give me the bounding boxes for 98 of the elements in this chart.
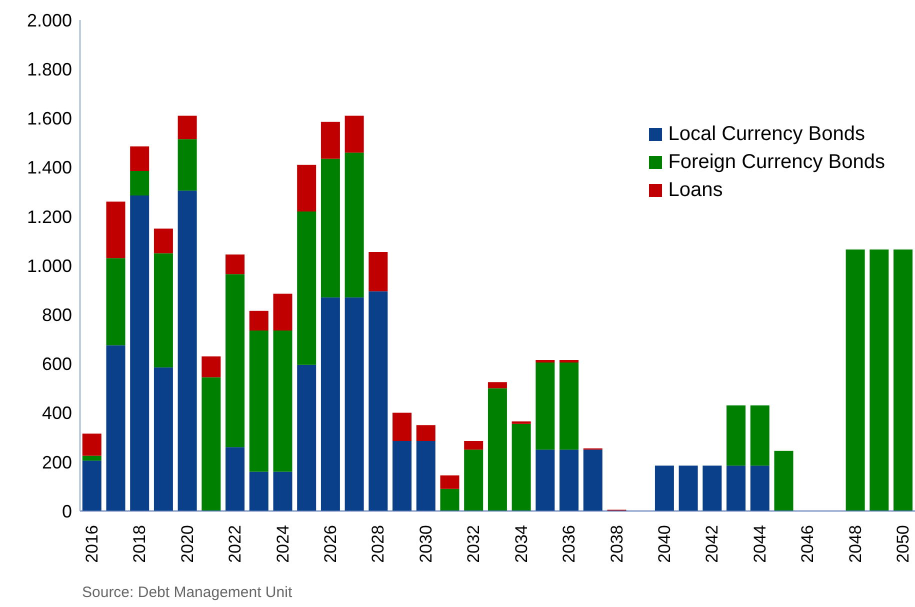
- x-tick-label: 2020: [178, 525, 197, 563]
- x-tick-label: 2018: [130, 525, 150, 563]
- x-tick-label: 2032: [464, 525, 484, 563]
- bar: [82, 434, 102, 456]
- bar: [273, 330, 292, 472]
- bar: [297, 164, 316, 212]
- bar: [440, 488, 460, 511]
- bar: [846, 250, 865, 511]
- bar: [560, 362, 579, 450]
- bar: [320, 122, 340, 159]
- x-tick-label: 2040: [655, 525, 674, 563]
- x-tick-label: 2022: [226, 525, 245, 563]
- bar: [654, 466, 674, 511]
- bar: [344, 152, 364, 298]
- bar: [583, 450, 602, 511]
- bar: [202, 356, 221, 378]
- x-tick-label: 2044: [750, 525, 770, 563]
- x-tick-label: 2042: [702, 525, 722, 563]
- bar: [154, 367, 173, 511]
- x-tick-label: 2024: [273, 525, 292, 563]
- legend-label: Loans: [668, 178, 723, 203]
- bar: [536, 362, 555, 450]
- bar: [273, 472, 292, 511]
- bar: [416, 441, 436, 511]
- y-tick-label: 1.600: [26, 108, 72, 129]
- y-tick-label: 1.000: [26, 256, 72, 276]
- bar: [226, 447, 245, 511]
- bar: [512, 424, 531, 511]
- bar: [512, 421, 531, 424]
- bar: [249, 472, 268, 511]
- bar: [488, 382, 507, 388]
- bar: [344, 297, 364, 511]
- bar: [774, 450, 794, 511]
- bar: [726, 405, 746, 466]
- x-tick-label: 2046: [798, 525, 818, 563]
- bar: [488, 388, 507, 511]
- legend-label: Local Currency Bonds: [668, 122, 865, 147]
- y-tick-label: 1.200: [26, 206, 72, 227]
- y-tick-label: 200: [42, 452, 72, 472]
- bar: [226, 274, 245, 448]
- bar: [130, 170, 150, 196]
- bar: [154, 228, 173, 254]
- bar: [273, 294, 292, 331]
- bar: [560, 450, 579, 511]
- bar: [106, 345, 126, 511]
- x-tick-label: 2036: [560, 525, 579, 563]
- source-note: Source: Debt Management Unit: [82, 584, 292, 601]
- bar: [178, 116, 197, 140]
- bar: [392, 441, 412, 511]
- bar: [440, 475, 460, 489]
- bar: [870, 250, 889, 511]
- bar: [130, 146, 150, 171]
- y-tick-label: 1.800: [26, 59, 72, 80]
- y-tick-label: 800: [42, 304, 72, 325]
- x-tick-label: 2050: [894, 525, 913, 563]
- y-tick-label: 1.400: [26, 158, 72, 178]
- y-tick-label: 2.000: [26, 10, 72, 30]
- y-tick-label: 0: [62, 501, 72, 522]
- bar: [464, 441, 484, 450]
- x-tick-label: 2034: [512, 525, 531, 563]
- bar: [178, 139, 197, 191]
- bar: [226, 254, 245, 274]
- bar: [750, 405, 770, 466]
- bar: [368, 252, 388, 292]
- bar: [320, 158, 340, 298]
- bar: [297, 364, 316, 511]
- bar: [894, 250, 913, 511]
- bar: [464, 450, 484, 511]
- bar: [249, 310, 268, 331]
- y-tick-label: 600: [42, 354, 72, 374]
- bar: [726, 466, 746, 511]
- bar: [392, 412, 412, 442]
- bar: [202, 377, 221, 511]
- legend-label: Foreign Currency Bonds: [668, 150, 885, 175]
- x-tick-label: 2026: [321, 525, 340, 563]
- bar: [536, 450, 555, 511]
- x-tick-label: 2030: [416, 525, 436, 563]
- bar: [750, 466, 770, 511]
- bar: [82, 460, 102, 511]
- bar: [297, 211, 316, 365]
- bar: [249, 330, 268, 472]
- bar: [344, 116, 364, 153]
- bar: [678, 466, 698, 511]
- bar: [702, 466, 722, 511]
- bar: [320, 297, 340, 511]
- bar: [154, 253, 173, 368]
- bar: [106, 202, 126, 258]
- x-tick-label: 2038: [607, 525, 626, 563]
- bar: [106, 258, 126, 346]
- y-tick-label: 400: [42, 403, 72, 424]
- x-tick-label: 2048: [846, 525, 865, 563]
- bar: [130, 196, 150, 511]
- bar: [82, 456, 102, 461]
- bar: [416, 425, 436, 442]
- bar: [368, 291, 388, 511]
- bar: [178, 190, 197, 511]
- x-tick-label: 2028: [368, 525, 388, 563]
- x-tick-label: 2016: [82, 525, 102, 563]
